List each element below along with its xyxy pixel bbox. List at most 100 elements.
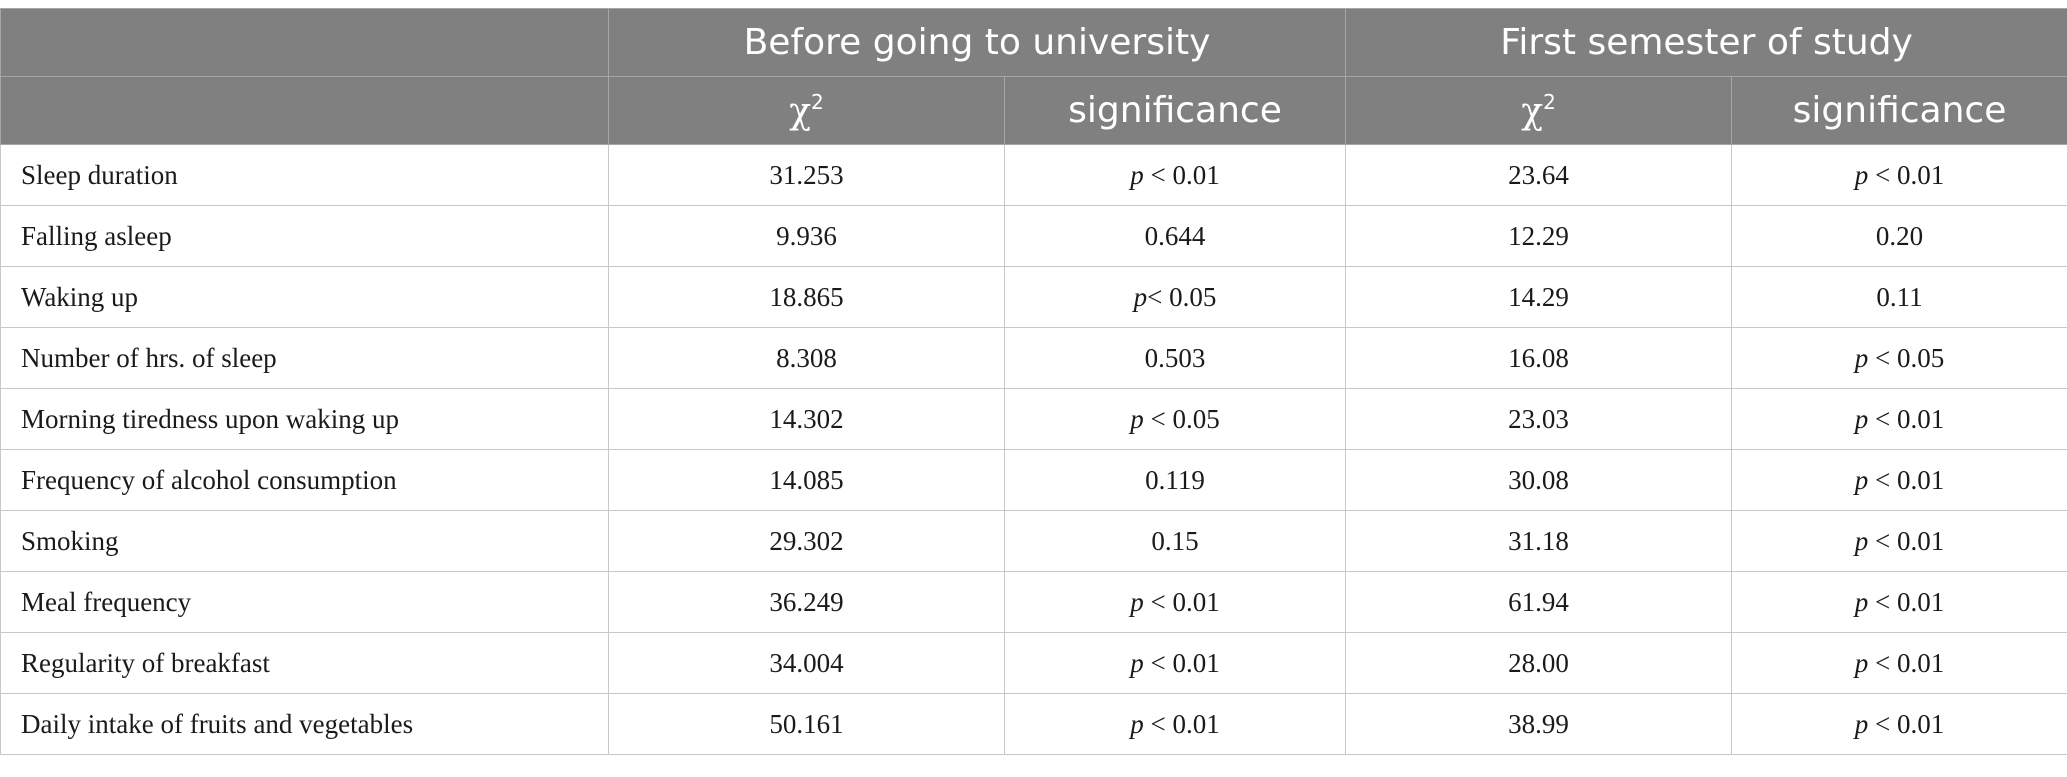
chi-exponent: 2 — [811, 89, 824, 114]
significance-value: < 0.01 — [1868, 586, 1945, 617]
significance-value: < 0.05 — [1147, 281, 1217, 312]
before-chi-value: 14.302 — [608, 388, 1005, 450]
p-symbol: p — [1854, 647, 1869, 678]
chi-symbol: χ — [789, 90, 812, 132]
p-symbol: p — [1130, 159, 1144, 190]
row-label: Waking up — [0, 266, 609, 328]
before-chi-value: 8.308 — [608, 327, 1005, 389]
first-chi-value: 23.64 — [1345, 144, 1733, 206]
table-row: Daily intake of fruits and vegetables 50.… — [0, 693, 2067, 755]
p-symbol: p — [1133, 281, 1148, 312]
row-label: Meal frequency — [0, 571, 609, 633]
header-chi-square-first: χ2 — [1345, 76, 1733, 145]
first-chi-value: 28.00 — [1345, 632, 1733, 694]
row-label: Morning tiredness upon waking up — [0, 388, 609, 450]
header-row-columns: χ2 significance χ2 significance — [0, 76, 2067, 145]
first-chi-value: 12.29 — [1345, 205, 1733, 267]
before-significance: 0.119 — [1003, 449, 1347, 511]
chi-symbol: χ — [1521, 90, 1544, 132]
before-chi-value: 34.004 — [608, 632, 1005, 694]
before-significance: p< 0.05 — [1003, 266, 1347, 328]
header-significance-first: significance — [1731, 76, 2067, 145]
header-group-before: Before going to university — [607, 8, 1347, 77]
significance-value: 0.11 — [1876, 281, 1923, 312]
significance-value: < 0.01 — [1143, 708, 1220, 739]
significance-value: < 0.01 — [1868, 464, 1945, 495]
first-chi-value: 23.03 — [1345, 388, 1733, 450]
p-symbol: p — [1130, 708, 1144, 739]
significance-value: < 0.01 — [1868, 647, 1945, 678]
before-significance: 0.503 — [1003, 327, 1347, 389]
before-chi-value: 14.085 — [608, 449, 1005, 511]
table-row: Morning tiredness upon waking up 14.302 p … — [0, 388, 2067, 450]
first-significance: p < 0.05 — [1731, 327, 2067, 389]
p-symbol: p — [1854, 586, 1869, 617]
significance-value: 0.20 — [1875, 220, 1924, 251]
chi-square-table: Before going to university First semeste… — [0, 8, 2067, 755]
table-row: Sleep duration 31.253 p < 0.01 23.64 p < 0.0… — [0, 144, 2067, 206]
significance-value: < 0.01 — [1868, 708, 1945, 739]
row-label: Regularity of breakfast — [0, 632, 609, 694]
significance-value: 0.15 — [1151, 525, 1199, 556]
significance-value: < 0.01 — [1868, 159, 1945, 190]
p-symbol: p — [1130, 403, 1144, 434]
first-significance: p < 0.01 — [1731, 144, 2067, 206]
table-row: Meal frequency 36.249 p < 0.01 61.94 p < 0.0… — [0, 571, 2067, 633]
p-symbol: p — [1130, 647, 1144, 678]
before-significance: p < 0.01 — [1003, 693, 1347, 755]
table-body: Sleep duration 31.253 p < 0.01 23.64 p < 0.0… — [0, 144, 2067, 755]
table-row: Frequency of alcohol consumption 14.085 0.… — [0, 449, 2067, 511]
row-label: Number of hrs. of sleep — [0, 327, 609, 389]
first-significance: p < 0.01 — [1731, 693, 2067, 755]
header-empty-cell — [0, 8, 609, 77]
significance-value: < 0.05 — [1143, 403, 1220, 434]
before-chi-value: 50.161 — [608, 693, 1005, 755]
significance-value: 0.644 — [1144, 220, 1206, 251]
p-symbol: p — [1854, 342, 1869, 373]
significance-value: < 0.01 — [1143, 647, 1220, 678]
header-empty-cell — [0, 76, 609, 145]
first-significance: p < 0.01 — [1731, 449, 2067, 511]
before-significance: p < 0.01 — [1003, 571, 1347, 633]
significance-value: < 0.01 — [1143, 159, 1220, 190]
before-chi-value: 9.936 — [608, 205, 1005, 267]
significance-value: < 0.01 — [1143, 586, 1220, 617]
before-significance: p < 0.01 — [1003, 632, 1347, 694]
first-chi-value: 30.08 — [1345, 449, 1733, 511]
row-label: Falling asleep — [0, 205, 609, 267]
p-symbol: p — [1854, 525, 1869, 556]
p-symbol: p — [1130, 586, 1144, 617]
significance-value: < 0.05 — [1868, 342, 1945, 373]
before-chi-value: 29.302 — [608, 510, 1005, 572]
table-row: Regularity of breakfast 34.004 p < 0.01 28.… — [0, 632, 2067, 694]
table-row: Falling asleep 9.936 0.644 12.29 0.20 — [0, 205, 2067, 267]
header-row-groups: Before going to university First semeste… — [0, 8, 2067, 77]
header-group-first-semester: First semester of study — [1345, 8, 2067, 77]
before-significance: p < 0.05 — [1003, 388, 1347, 450]
first-chi-value: 61.94 — [1345, 571, 1733, 633]
table-row: Smoking 29.302 0.15 31.18 p < 0.01 — [0, 510, 2067, 572]
first-significance: p < 0.01 — [1731, 632, 2067, 694]
p-symbol: p — [1854, 708, 1869, 739]
p-symbol: p — [1854, 464, 1869, 495]
significance-value: 0.119 — [1145, 464, 1205, 495]
first-significance: p < 0.01 — [1731, 388, 2067, 450]
first-significance: p < 0.01 — [1731, 571, 2067, 633]
chi-square-table-container: Before going to university First semeste… — [0, 8, 2067, 755]
p-symbol: p — [1854, 403, 1869, 434]
row-label: Sleep duration — [0, 144, 609, 206]
row-label: Daily intake of fruits and vegetables — [0, 693, 609, 755]
significance-value: 0.503 — [1144, 342, 1206, 373]
first-chi-value: 31.18 — [1345, 510, 1733, 572]
row-label: Frequency of alcohol consumption — [0, 449, 609, 511]
chi-exponent: 2 — [1543, 89, 1556, 114]
p-symbol: p — [1854, 159, 1869, 190]
before-significance: 0.15 — [1003, 510, 1347, 572]
before-chi-value: 36.249 — [608, 571, 1005, 633]
first-chi-value: 16.08 — [1345, 327, 1733, 389]
first-chi-value: 14.29 — [1345, 266, 1733, 328]
significance-value: < 0.01 — [1868, 525, 1945, 556]
header-significance-before: significance — [1003, 76, 1347, 145]
before-significance: 0.644 — [1003, 205, 1347, 267]
first-significance: p < 0.01 — [1731, 510, 2067, 572]
